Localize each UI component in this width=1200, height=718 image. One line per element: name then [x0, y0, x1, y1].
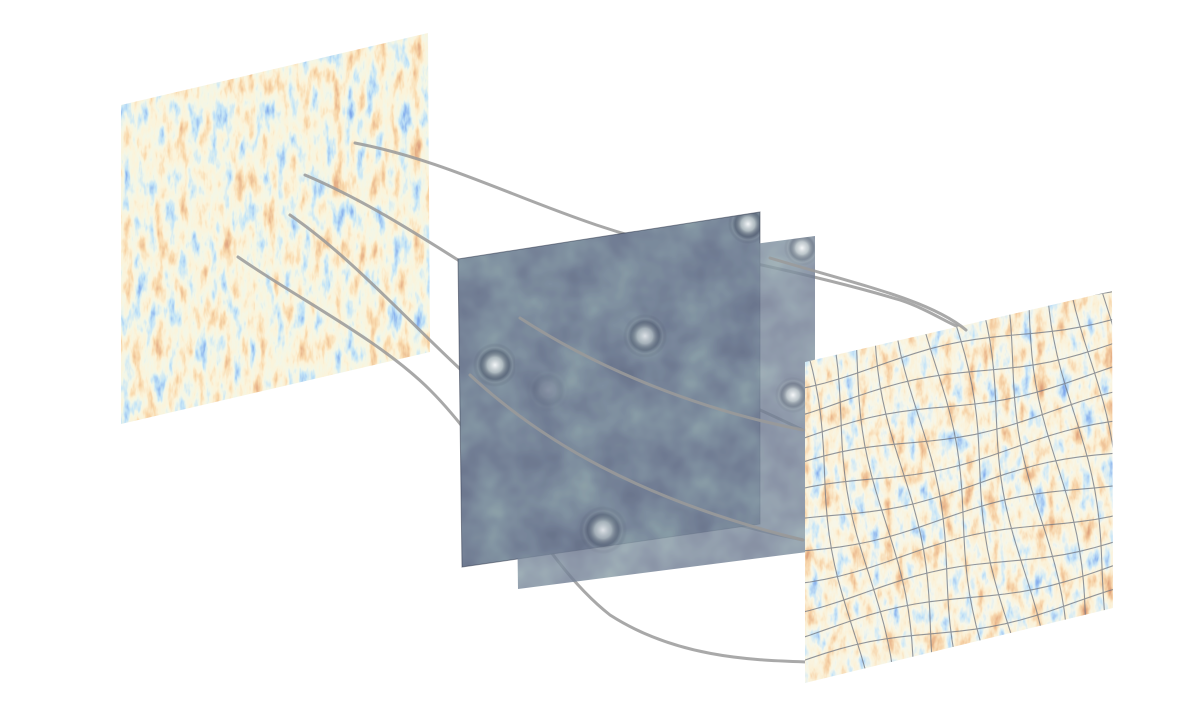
- ray-paths-front: [468, 316, 805, 542]
- grid-line: [974, 291, 1051, 683]
- observed-field-panel: [805, 280, 1200, 685]
- ray-paths-end: [768, 256, 968, 332]
- grid-line: [941, 291, 1027, 683]
- grid-line: [805, 338, 1113, 418]
- grid-line: [805, 362, 1113, 442]
- grid-line: [805, 537, 1113, 615]
- grid-line: [871, 291, 935, 683]
- grid-line: [805, 451, 1113, 520]
- grid-line: [805, 315, 1113, 391]
- lens-spot: [623, 314, 667, 358]
- grid-line: [805, 585, 1113, 665]
- grid-line: [1004, 291, 1071, 683]
- grid-line: [805, 512, 1113, 585]
- grid-line: [912, 291, 995, 683]
- grid-line: [1132, 280, 1200, 685]
- grid-line: [890, 291, 962, 683]
- lens-plane-front: [514, 236, 815, 589]
- lens-spot: [473, 343, 517, 387]
- lens-spot: [775, 377, 811, 413]
- lens-spot: [579, 506, 627, 554]
- ray-path-6: [468, 373, 805, 542]
- grid-line: [1068, 291, 1113, 683]
- lens-spot: [728, 212, 760, 244]
- distortion-grid: [805, 280, 1200, 685]
- lens-spot: [784, 236, 815, 266]
- grid-line: [805, 388, 1113, 466]
- grid-line: [805, 483, 1113, 553]
- source-field-panel: [121, 33, 430, 424]
- ray-path-5: [518, 316, 805, 432]
